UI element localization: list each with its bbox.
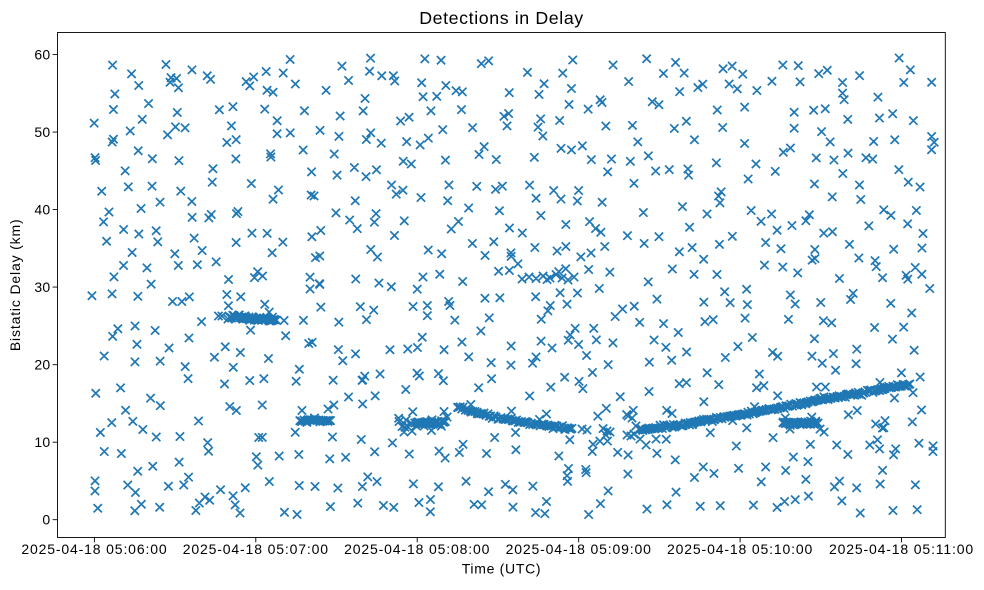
svg-text:30: 30 — [34, 279, 50, 295]
svg-text:50: 50 — [34, 124, 50, 140]
svg-text:20: 20 — [34, 357, 50, 373]
svg-text:2025-04-18 05:10:00: 2025-04-18 05:10:00 — [667, 541, 813, 557]
svg-text:2025-04-18 05:11:00: 2025-04-18 05:11:00 — [829, 541, 974, 557]
svg-text:2025-04-18 05:07:00: 2025-04-18 05:07:00 — [183, 541, 329, 557]
svg-text:2025-04-18 05:08:00: 2025-04-18 05:08:00 — [344, 541, 490, 557]
svg-text:60: 60 — [34, 47, 50, 63]
svg-text:Bistatic Delay (km): Bistatic Delay (km) — [7, 218, 23, 351]
svg-text:Time (UTC): Time (UTC) — [462, 561, 542, 577]
svg-text:2025-04-18 05:09:00: 2025-04-18 05:09:00 — [506, 541, 652, 557]
svg-text:Detections in Delay: Detections in Delay — [419, 8, 584, 28]
svg-text:0: 0 — [42, 512, 50, 528]
svg-text:2025-04-18 05:06:00: 2025-04-18 05:06:00 — [21, 541, 167, 557]
svg-text:40: 40 — [34, 202, 50, 218]
svg-text:10: 10 — [34, 434, 50, 450]
